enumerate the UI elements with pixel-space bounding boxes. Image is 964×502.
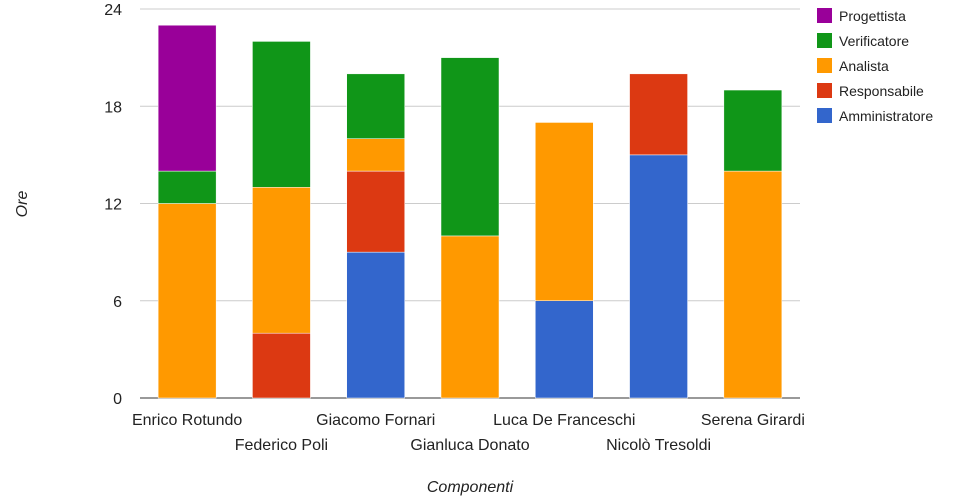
legend-item[interactable]: Verificatore xyxy=(817,33,909,49)
legend-label: Verificatore xyxy=(839,33,909,49)
y-tick-label: 18 xyxy=(104,99,122,116)
bar-segment-amministratore[interactable] xyxy=(346,251,405,399)
legend-item[interactable]: Amministratore xyxy=(817,108,933,124)
legend-label: Analista xyxy=(839,58,889,74)
bar-segment-responsabile[interactable] xyxy=(629,73,688,156)
x-tick-label: Giacomo Fornari xyxy=(316,412,435,429)
y-tick-label: 6 xyxy=(113,294,122,311)
legend-item[interactable]: Responsabile xyxy=(817,83,924,99)
x-tick-label: Federico Poli xyxy=(235,437,328,454)
legend-label: Progettista xyxy=(839,8,906,24)
bar-segment-verificatore[interactable] xyxy=(440,57,500,237)
bar-segment-analista[interactable] xyxy=(535,122,594,302)
y-tick-label: 24 xyxy=(104,2,122,19)
y-tick-label: 0 xyxy=(113,391,122,408)
bar-segment-amministratore[interactable] xyxy=(535,300,594,399)
y-axis-ticks: 0 6 12 18 24 xyxy=(104,2,122,408)
bar-segment-responsabile[interactable] xyxy=(252,332,311,399)
bar-segment-amministratore[interactable] xyxy=(629,154,688,399)
legend-swatch xyxy=(817,33,832,48)
bar-segment-analista[interactable] xyxy=(157,203,217,399)
legend-swatch xyxy=(817,8,832,23)
x-tick-label: Serena Girardi xyxy=(701,412,805,429)
legend-item[interactable]: Analista xyxy=(817,58,889,74)
legend-item[interactable]: Progettista xyxy=(817,8,906,24)
bar-segment-verificatore[interactable] xyxy=(723,89,783,172)
x-axis-title: Componenti xyxy=(427,479,514,496)
bar-segment-verificatore[interactable] xyxy=(252,41,311,188)
legend-label: Amministratore xyxy=(839,108,933,124)
bar-segment-analista[interactable] xyxy=(252,187,311,334)
legend: Progettista Verificatore Analista Responsab… xyxy=(817,8,933,124)
y-tick-label: 12 xyxy=(104,197,122,214)
x-tick-label: Gianluca Donato xyxy=(410,437,529,454)
x-tick-label: Luca De Franceschi xyxy=(493,412,635,429)
bar-segment-responsabile[interactable] xyxy=(346,170,405,253)
bar-segment-verificatore[interactable] xyxy=(346,73,405,139)
x-tick-label: Nicolò Tresoldi xyxy=(606,437,711,454)
legend-swatch xyxy=(817,108,832,123)
bars xyxy=(157,24,783,399)
bar-segment-verificatore[interactable] xyxy=(157,170,217,204)
x-tick-label: Enrico Rotundo xyxy=(132,412,242,429)
bar-segment-analista[interactable] xyxy=(440,235,500,399)
bar-segment-analista[interactable] xyxy=(346,138,405,172)
legend-label: Responsabile xyxy=(839,83,924,99)
y-axis-title: Ore xyxy=(14,191,31,218)
legend-swatch xyxy=(817,58,832,73)
x-axis-ticks: Enrico Rotundo Federico Poli Giacomo Forna… xyxy=(132,412,805,454)
legend-swatch xyxy=(817,83,832,98)
bar-segment-analista[interactable] xyxy=(723,170,783,399)
bar-segment-progettista[interactable] xyxy=(157,24,217,172)
